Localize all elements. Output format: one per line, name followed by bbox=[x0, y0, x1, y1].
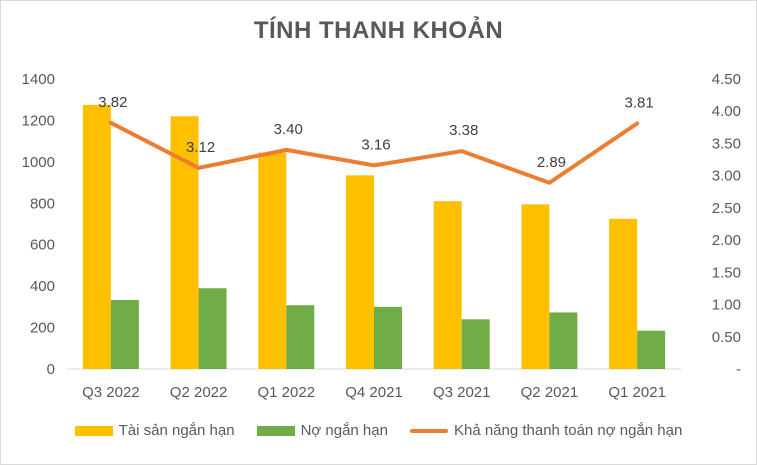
right-tick-8: 4.00 bbox=[712, 103, 741, 120]
bar-tai-san-4 bbox=[433, 201, 462, 369]
line-data-label-6: 3.81 bbox=[625, 94, 654, 111]
bar-no-5 bbox=[549, 312, 578, 369]
left-tick-0: 0 bbox=[47, 361, 55, 378]
bar-no-4 bbox=[461, 319, 490, 369]
right-tick-2: 1.00 bbox=[712, 297, 741, 314]
bars-layer bbox=[82, 104, 666, 370]
data-labels-layer: 3.82 3.12 3.40 3.16 3.38 2.89 3.81 bbox=[98, 94, 653, 171]
left-tick-5: 1000 bbox=[22, 154, 55, 171]
line-layer bbox=[108, 120, 640, 185]
bar-no-0 bbox=[110, 300, 139, 369]
x-tick-2: Q1 2022 bbox=[258, 384, 316, 401]
left-tick-6: 1200 bbox=[22, 112, 55, 129]
left-tick-4: 800 bbox=[30, 195, 55, 212]
left-tick-3: 600 bbox=[30, 237, 55, 254]
legend: Tài sản ngắn hạn Nợ ngắn hạn Khả năng th… bbox=[1, 422, 756, 439]
right-tick-4: 2.00 bbox=[712, 232, 741, 249]
bar-tai-san-1 bbox=[170, 116, 199, 370]
bar-no-2 bbox=[286, 305, 315, 369]
legend-swatch-kha-nang bbox=[409, 428, 448, 433]
right-tick-1: 0.50 bbox=[712, 329, 741, 346]
line-data-label-5: 2.89 bbox=[537, 154, 566, 171]
x-axis-ticks: Q3 2022 Q2 2022 Q1 2022 Q4 2021 Q3 2021 Q2 20… bbox=[82, 384, 666, 401]
chart-title: TÍNH THANH KHOẢN bbox=[253, 17, 504, 44]
x-tick-0: Q3 2022 bbox=[82, 384, 140, 401]
right-tick-5: 2.50 bbox=[712, 200, 741, 217]
line-data-label-2: 3.40 bbox=[274, 121, 303, 138]
line-data-label-1: 3.12 bbox=[186, 139, 215, 156]
x-tick-4: Q3 2021 bbox=[433, 384, 491, 401]
left-tick-1: 200 bbox=[30, 320, 55, 337]
bar-tai-san-6 bbox=[609, 218, 638, 369]
right-tick-0: - bbox=[736, 361, 741, 378]
x-tick-1: Q2 2022 bbox=[170, 384, 228, 401]
left-tick-2: 400 bbox=[30, 278, 55, 295]
bar-tai-san-0 bbox=[82, 104, 111, 370]
x-tick-6: Q1 2021 bbox=[608, 384, 666, 401]
x-tick-3: Q4 2021 bbox=[345, 384, 403, 401]
line-data-label-4: 3.38 bbox=[449, 122, 478, 139]
legend-label-kha-nang: Khả năng thanh toán nợ ngắn hạn bbox=[453, 422, 683, 439]
bar-no-1 bbox=[198, 288, 227, 369]
x-tick-5: Q2 2021 bbox=[521, 384, 579, 401]
right-tick-9: 4.50 bbox=[712, 71, 741, 88]
bar-tai-san-3 bbox=[346, 175, 374, 369]
legend-item-tai-san: Tài sản ngắn hạn bbox=[74, 422, 235, 439]
bar-no-3 bbox=[374, 306, 402, 369]
legend-label-tai-san: Tài sản ngắn hạn bbox=[118, 422, 235, 439]
right-tick-7: 3.50 bbox=[712, 135, 741, 152]
legend-swatch-tai-san bbox=[74, 425, 113, 436]
left-tick-7: 1400 bbox=[22, 71, 55, 88]
legend-label-no: Nợ ngắn hạn bbox=[300, 422, 388, 439]
bar-tai-san-2 bbox=[258, 152, 287, 369]
legend-item-no: Nợ ngắn hạn bbox=[256, 422, 388, 439]
right-tick-3: 1.50 bbox=[712, 264, 741, 281]
bar-tai-san-5 bbox=[521, 204, 550, 369]
left-axis-ticks: 0 200 400 600 800 1000 1200 1400 bbox=[22, 71, 55, 378]
right-tick-6: 3.00 bbox=[712, 168, 741, 185]
bar-no-6 bbox=[637, 330, 666, 369]
legend-swatch-no bbox=[256, 425, 295, 436]
legend-item-kha-nang: Khả năng thanh toán nợ ngắn hạn bbox=[409, 422, 683, 439]
line-data-label-3: 3.16 bbox=[361, 136, 390, 153]
line-data-label-0: 3.82 bbox=[98, 94, 127, 111]
right-axis-ticks: - 0.50 1.00 1.50 2.00 2.50 3.00 3.50 4.00 4.50 bbox=[712, 71, 741, 378]
